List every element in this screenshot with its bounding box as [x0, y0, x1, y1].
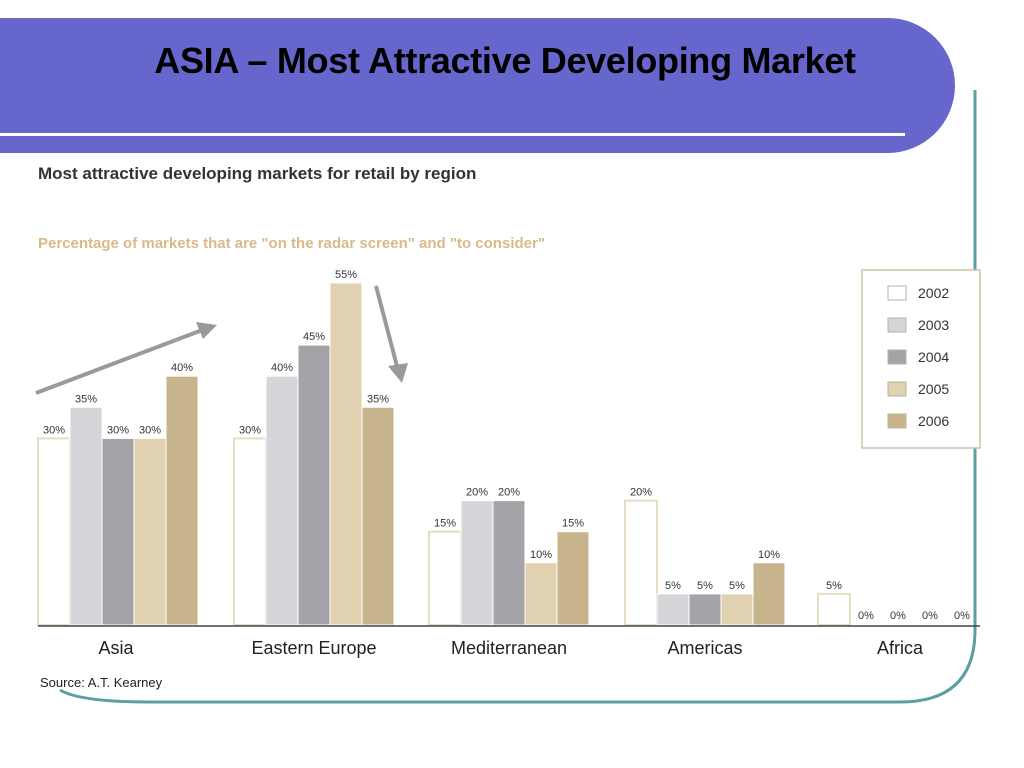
value-label: 15%	[562, 518, 584, 530]
value-label: 35%	[75, 393, 97, 405]
category-label: Mediterranean	[451, 638, 567, 658]
legend-label-2003: 2003	[918, 317, 949, 333]
bar-mediterranean-2005	[524, 562, 558, 626]
bar-eastern-europe-2004	[297, 344, 331, 626]
bar-americas-2004	[688, 593, 722, 626]
value-label: 30%	[107, 424, 129, 436]
bar-asia-2006	[165, 375, 199, 626]
bar-asia-2002	[37, 437, 71, 626]
bar-americas-2002	[624, 499, 658, 627]
value-label: 20%	[630, 487, 652, 499]
title-banner	[0, 18, 955, 153]
arrow-head-icon	[196, 322, 217, 339]
arrow-head-icon	[388, 363, 408, 383]
bar-mediterranean-2002	[428, 530, 462, 627]
legend-swatch-2002	[887, 285, 907, 301]
legend-label-2004: 2004	[918, 349, 949, 365]
legend-swatch-2006	[887, 413, 907, 429]
rising-trend-arrow	[35, 327, 206, 395]
legend-label-2002: 2002	[918, 285, 949, 301]
value-label: 15%	[434, 518, 456, 530]
bar-mediterranean-2003	[460, 500, 494, 626]
teal-frame-line	[59, 90, 977, 704]
category-label: Eastern Europe	[251, 638, 376, 658]
falling-trend-arrow	[374, 285, 400, 371]
value-label: 20%	[498, 487, 520, 499]
category-label: Asia	[98, 638, 134, 658]
bar-eastern-europe-2003	[265, 375, 299, 626]
value-label: 30%	[239, 424, 261, 436]
bar-eastern-europe-2006	[361, 406, 395, 626]
value-label: 45%	[303, 331, 325, 343]
bar-asia-2004	[101, 437, 135, 626]
value-label: 55%	[335, 269, 357, 281]
trend-arrows	[35, 285, 408, 395]
bar-mediterranean-2006	[556, 531, 590, 626]
value-label: 40%	[271, 362, 293, 374]
legend-label-2005: 2005	[918, 381, 949, 397]
category-label: Africa	[877, 638, 924, 658]
bar-americas-2005	[720, 593, 754, 626]
chart-subtitle: Percentage of markets that are "on the r…	[38, 235, 545, 252]
category-labels-group: Asia Eastern Europe Mediterranean Americas A…	[98, 638, 924, 658]
value-label: 0%	[858, 610, 874, 622]
value-label: 30%	[43, 424, 65, 436]
value-labels-group: 30% 35% 30% 30% 40% 30% 40% 45% 55% 35% 15% 20% 20% 1…	[43, 269, 970, 622]
value-label: 5%	[697, 580, 713, 592]
banner-divider	[0, 133, 905, 136]
chart-title: Most attractive developing markets for r…	[38, 164, 476, 183]
value-label: 10%	[758, 549, 780, 561]
category-label: Americas	[667, 638, 742, 658]
legend-swatch-2003	[887, 317, 907, 333]
chart-legend: 2002 2003 2004 2005 2006	[861, 269, 981, 449]
value-label: 5%	[665, 580, 681, 592]
legend-swatch-2005	[887, 381, 907, 397]
value-label: 35%	[367, 393, 389, 405]
value-label: 20%	[466, 487, 488, 499]
value-label: 10%	[530, 549, 552, 561]
legend-box	[861, 269, 981, 449]
bar-asia-2003	[69, 406, 103, 626]
value-label: 0%	[922, 610, 938, 622]
legend-swatch-2004	[887, 349, 907, 365]
legend-label-2006: 2006	[918, 413, 949, 429]
value-label: 0%	[954, 610, 970, 622]
value-label: 40%	[171, 362, 193, 374]
bar-eastern-europe-2002	[233, 437, 267, 626]
bar-americas-2003	[656, 593, 690, 626]
bar-mediterranean-2004	[492, 500, 526, 626]
bars-group	[37, 282, 851, 627]
bar-eastern-europe-2005	[329, 282, 363, 626]
value-label: 0%	[890, 610, 906, 622]
bar-africa-2002	[817, 592, 851, 627]
bar-asia-2005	[133, 437, 167, 626]
value-label: 30%	[139, 424, 161, 436]
bar-americas-2006	[752, 562, 786, 626]
value-label: 5%	[826, 580, 842, 592]
slide-title: ASIA – Most Attractive Developing Market	[154, 40, 856, 81]
value-label: 5%	[729, 580, 745, 592]
source-note: Source: A.T. Kearney	[40, 675, 163, 690]
